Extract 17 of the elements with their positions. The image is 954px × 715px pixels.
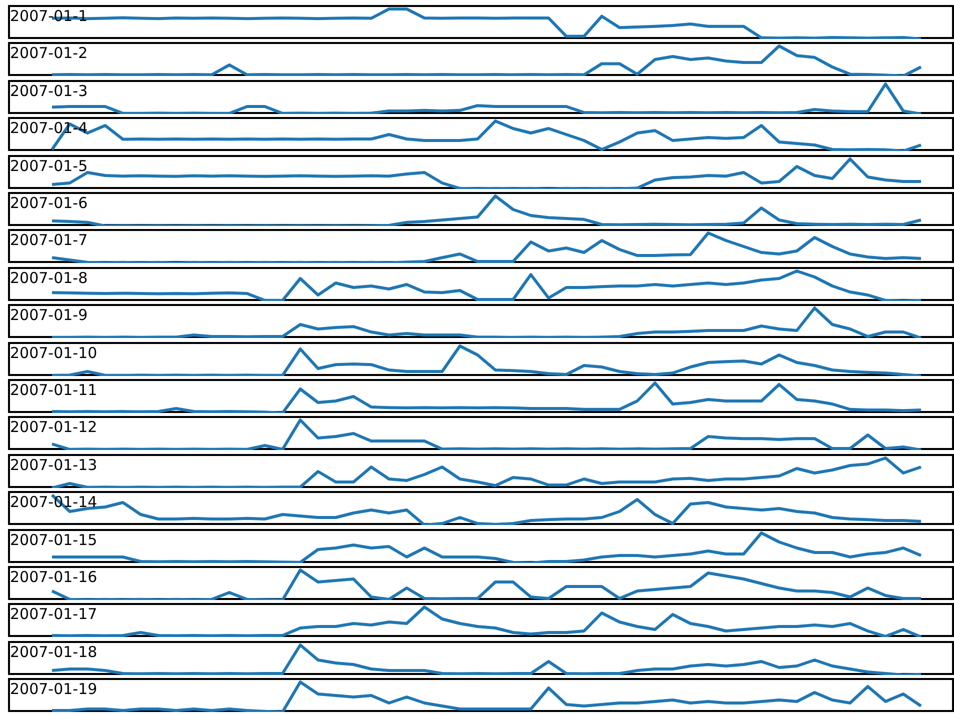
chart-title: 2007-01-19 [10, 680, 98, 698]
chart-title: 2007-01-10 [10, 344, 98, 362]
chart-title: 2007-01-1 [10, 7, 88, 25]
chart-title: 2007-01-12 [10, 418, 98, 436]
chart-title: 2007-01-8 [10, 268, 88, 287]
chart-title: 2007-01-2 [10, 44, 88, 62]
chart-title: 2007-01-15 [10, 530, 98, 549]
chart-title: 2007-01-6 [10, 194, 88, 212]
chart-title: 2007-01-5 [10, 156, 88, 175]
chart-title: 2007-01-16 [10, 568, 98, 586]
chart-title: 2007-01-18 [10, 642, 98, 661]
chart-title: 2007-01-17 [10, 605, 98, 624]
chart-title: 2007-01-9 [10, 306, 88, 324]
chart-title: 2007-01-11 [10, 381, 98, 399]
chart-title: 2007-01-3 [10, 82, 88, 100]
chart-title: 2007-01-7 [10, 231, 88, 250]
chart-title: 2007-01-13 [10, 456, 98, 474]
